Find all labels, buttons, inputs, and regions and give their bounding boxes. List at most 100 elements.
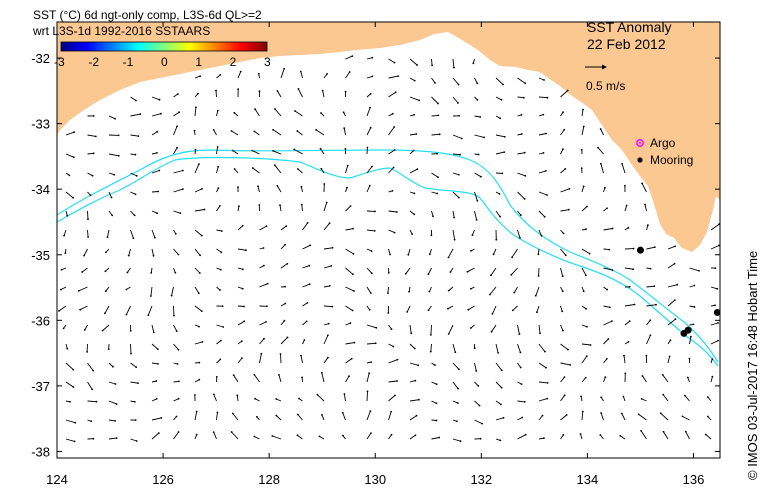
header-line1: SST (°C) 6d ngt-only comp, L3S-6d QL>=2 bbox=[33, 8, 262, 22]
current-vector bbox=[277, 90, 282, 98]
current-vector-head bbox=[565, 414, 568, 416]
current-vector-head bbox=[693, 284, 696, 287]
current-vector-head bbox=[600, 396, 603, 399]
current-vector-head bbox=[158, 169, 161, 172]
current-vector-head bbox=[499, 215, 501, 218]
current-vector-head bbox=[242, 268, 244, 271]
current-vector-head bbox=[537, 275, 540, 277]
current-vector-head bbox=[342, 434, 344, 437]
current-vector bbox=[603, 228, 613, 231]
current-vector bbox=[151, 343, 159, 350]
current-vector-head bbox=[112, 365, 114, 368]
current-vector-head bbox=[326, 73, 328, 75]
current-vector bbox=[662, 374, 669, 383]
current-vector bbox=[388, 75, 399, 79]
current-vector bbox=[259, 353, 262, 364]
current-vector bbox=[302, 283, 310, 288]
current-vector-head bbox=[369, 292, 372, 294]
current-vector bbox=[216, 146, 219, 155]
current-vector bbox=[431, 191, 438, 194]
current-vector bbox=[603, 267, 613, 271]
current-vector bbox=[345, 55, 353, 60]
current-vector bbox=[259, 225, 267, 231]
current-vector-head bbox=[414, 379, 417, 382]
current-vector bbox=[366, 57, 373, 60]
current-vector bbox=[366, 267, 373, 274]
mooring-marker bbox=[713, 308, 720, 316]
current-vector-head bbox=[152, 254, 155, 257]
current-vector bbox=[495, 151, 505, 155]
current-vector-head bbox=[459, 153, 461, 156]
current-vector bbox=[405, 267, 411, 275]
current-vector bbox=[452, 58, 455, 68]
current-vector bbox=[280, 244, 286, 250]
current-vector-head bbox=[371, 75, 374, 78]
current-vector-head bbox=[585, 355, 588, 357]
current-vector-head bbox=[637, 413, 640, 416]
current-vector bbox=[107, 229, 110, 238]
current-vector bbox=[65, 153, 74, 158]
credit-text: © IMOS 03-Jul-2017 16:48 Hobart Time bbox=[745, 250, 760, 480]
current-vector bbox=[65, 438, 75, 442]
current-vector bbox=[667, 284, 678, 288]
current-vector-head bbox=[437, 114, 440, 117]
current-vector-head bbox=[457, 402, 459, 404]
current-vector-head bbox=[481, 422, 483, 425]
current-vector-head bbox=[543, 215, 546, 218]
current-vector-head bbox=[87, 236, 89, 238]
current-vector bbox=[87, 152, 94, 155]
current-vector-head bbox=[371, 56, 374, 59]
current-vector-head bbox=[647, 224, 649, 227]
current-vector-head bbox=[230, 130, 233, 132]
current-vector bbox=[272, 150, 282, 155]
current-vector bbox=[710, 376, 713, 383]
current-vector bbox=[623, 355, 626, 364]
lat-tick-label: -35 bbox=[31, 248, 50, 263]
current-vector bbox=[409, 210, 415, 215]
current-vector-head bbox=[300, 185, 303, 188]
current-vector-head bbox=[495, 238, 498, 241]
current-vector bbox=[65, 131, 75, 136]
current-vector bbox=[646, 246, 655, 250]
current-vector bbox=[474, 362, 477, 372]
current-vector bbox=[447, 305, 454, 310]
current-vector bbox=[84, 324, 88, 331]
current-vector-head bbox=[524, 82, 527, 85]
current-vector bbox=[517, 343, 521, 353]
current-vector bbox=[474, 210, 478, 221]
current-vector-head bbox=[478, 404, 481, 407]
current-vector bbox=[194, 163, 200, 174]
current-vector bbox=[254, 108, 260, 117]
current-vector bbox=[213, 394, 217, 402]
current-vector-head bbox=[179, 212, 182, 215]
current-vector bbox=[538, 343, 546, 352]
current-vector-head bbox=[676, 283, 679, 286]
mooring-markers bbox=[636, 246, 720, 337]
current-vector-head bbox=[126, 271, 129, 274]
current-vector-head bbox=[176, 146, 179, 149]
current-vector bbox=[560, 324, 564, 331]
current-vector-head bbox=[589, 344, 592, 346]
current-vector bbox=[254, 131, 260, 136]
current-vector-head bbox=[348, 375, 350, 378]
current-vector-head bbox=[319, 147, 322, 150]
current-vector-head bbox=[387, 312, 390, 314]
current-vector bbox=[345, 205, 351, 212]
current-vector bbox=[705, 434, 712, 440]
current-vector-head bbox=[232, 374, 235, 377]
current-vector-head bbox=[417, 364, 420, 367]
current-vector bbox=[322, 90, 325, 98]
current-vector bbox=[517, 96, 524, 99]
current-vector bbox=[323, 202, 328, 212]
current-vector bbox=[323, 357, 329, 364]
current-vector-head bbox=[198, 272, 201, 274]
current-vector bbox=[431, 437, 440, 440]
current-vector bbox=[171, 286, 174, 296]
current-vector bbox=[315, 129, 325, 136]
current-vector-head bbox=[472, 62, 475, 65]
current-vector-head bbox=[458, 368, 460, 371]
current-vector-head bbox=[604, 376, 607, 378]
current-vector-head bbox=[428, 290, 431, 293]
current-vector bbox=[125, 305, 131, 315]
current-vector bbox=[409, 133, 417, 136]
